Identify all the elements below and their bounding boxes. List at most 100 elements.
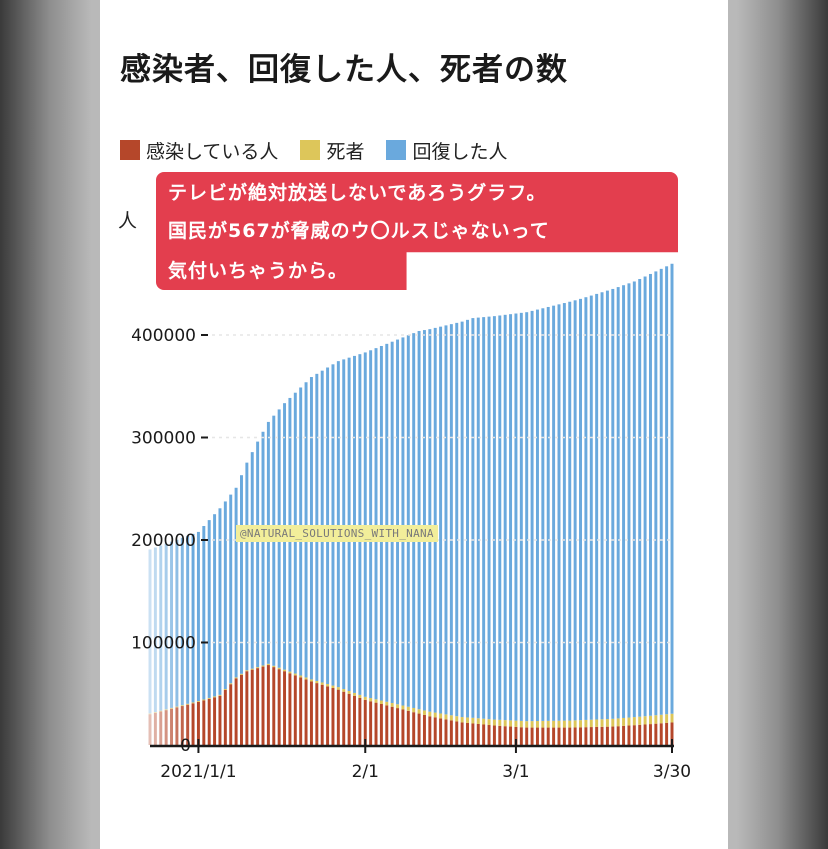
x-tick-label: 3/1 [502, 762, 529, 782]
y-tick-label: 100000 [131, 634, 196, 654]
bar-recovered [223, 501, 227, 690]
bar-infected [422, 714, 426, 745]
bar-infected [665, 722, 669, 745]
bar-infected [648, 724, 652, 745]
bar-recovered [444, 325, 448, 715]
bar-deaths [245, 670, 249, 672]
bar-recovered [659, 268, 663, 715]
bar-infected [605, 726, 609, 745]
bar-deaths [207, 697, 211, 699]
bar-deaths [266, 663, 270, 666]
bar-recovered [396, 339, 400, 705]
bar-recovered [562, 303, 566, 721]
bar-infected [234, 678, 238, 745]
bar-infected [433, 717, 437, 745]
bar-infected [595, 726, 599, 745]
bar-deaths [476, 718, 480, 724]
legend-swatch-infected [120, 140, 140, 160]
y-axis-unit-label: 人 [118, 210, 138, 232]
bar-deaths [514, 720, 518, 727]
bar-recovered [196, 531, 200, 702]
bar-infected [153, 712, 157, 745]
bar-infected [369, 701, 373, 745]
bar-infected [315, 683, 319, 745]
bar-recovered [573, 300, 577, 721]
bar-recovered [159, 545, 163, 711]
bar-infected [439, 718, 443, 745]
bar-deaths [385, 701, 389, 706]
bar-infected [670, 722, 674, 745]
bar-infected [509, 726, 513, 745]
bar-deaths [584, 719, 588, 728]
bar-deaths [390, 703, 394, 707]
bar-deaths [417, 709, 421, 714]
bar-deaths [261, 665, 265, 667]
bar-infected [622, 725, 626, 745]
bar-recovered [218, 508, 222, 695]
bar-infected [196, 701, 200, 745]
bar-deaths [234, 677, 238, 679]
bar-deaths [546, 720, 550, 728]
bar-infected [223, 689, 227, 745]
legend-item-deaths: 死者 [300, 137, 364, 164]
bar-infected [191, 703, 195, 745]
bar-deaths [293, 673, 297, 676]
callout-line-2: 国民が567が脅威のウ〇ルスじゃないって [168, 220, 550, 242]
bar-deaths [530, 721, 534, 728]
bar-infected [261, 666, 265, 745]
bar-infected [482, 724, 486, 745]
bar-infected [611, 726, 615, 745]
bar-deaths [202, 699, 206, 701]
bar-infected [164, 710, 168, 745]
bar-deaths [605, 719, 609, 727]
bar-deaths [665, 714, 669, 723]
bar-infected [272, 667, 276, 745]
bar-deaths [336, 687, 340, 690]
bar-infected [148, 714, 152, 745]
bar-deaths [632, 717, 636, 726]
bar-recovered [374, 348, 378, 700]
bar-deaths [186, 703, 190, 705]
bar-recovered [245, 462, 249, 671]
bar-infected [363, 699, 367, 745]
legend-label-deaths: 死者 [326, 140, 365, 163]
bar-infected [326, 686, 330, 745]
bar-recovered [186, 535, 190, 704]
bar-deaths [573, 720, 577, 728]
bar-recovered [514, 313, 518, 721]
bar-deaths [153, 712, 157, 713]
bar-infected [218, 695, 222, 745]
bar-deaths [304, 677, 308, 680]
bar-infected [331, 688, 335, 745]
bar-deaths [611, 718, 615, 727]
bar-infected [455, 721, 459, 745]
bar-recovered [428, 329, 432, 712]
bar-deaths [627, 717, 631, 726]
bar-deaths [579, 720, 582, 728]
bar-recovered [369, 350, 373, 699]
bar-recovered [363, 352, 367, 697]
legend-item-infected: 感染している人 [120, 137, 278, 164]
bar-infected [374, 702, 378, 745]
bar-recovered [627, 283, 631, 718]
bar-infected [396, 708, 400, 745]
bar-deaths [600, 719, 604, 727]
legend-swatch-deaths [300, 140, 321, 160]
bar-deaths [326, 684, 330, 687]
bar-infected [616, 726, 620, 745]
bar-infected [347, 693, 351, 745]
watermark-label: @NATURAL_SOLUTIONS_WITH_NANA [236, 525, 438, 542]
y-tick-label: 400000 [131, 326, 196, 346]
bar-deaths [369, 698, 373, 702]
bar-recovered [654, 271, 658, 716]
bar-infected [546, 727, 550, 745]
bar-series-group [148, 263, 674, 745]
bar-recovered [261, 431, 265, 666]
bar-infected [541, 727, 545, 745]
bar-deaths [535, 721, 539, 728]
bar-recovered [164, 543, 168, 710]
bar-deaths [412, 707, 416, 713]
bar-infected [444, 719, 448, 745]
bar-recovered [498, 315, 502, 720]
